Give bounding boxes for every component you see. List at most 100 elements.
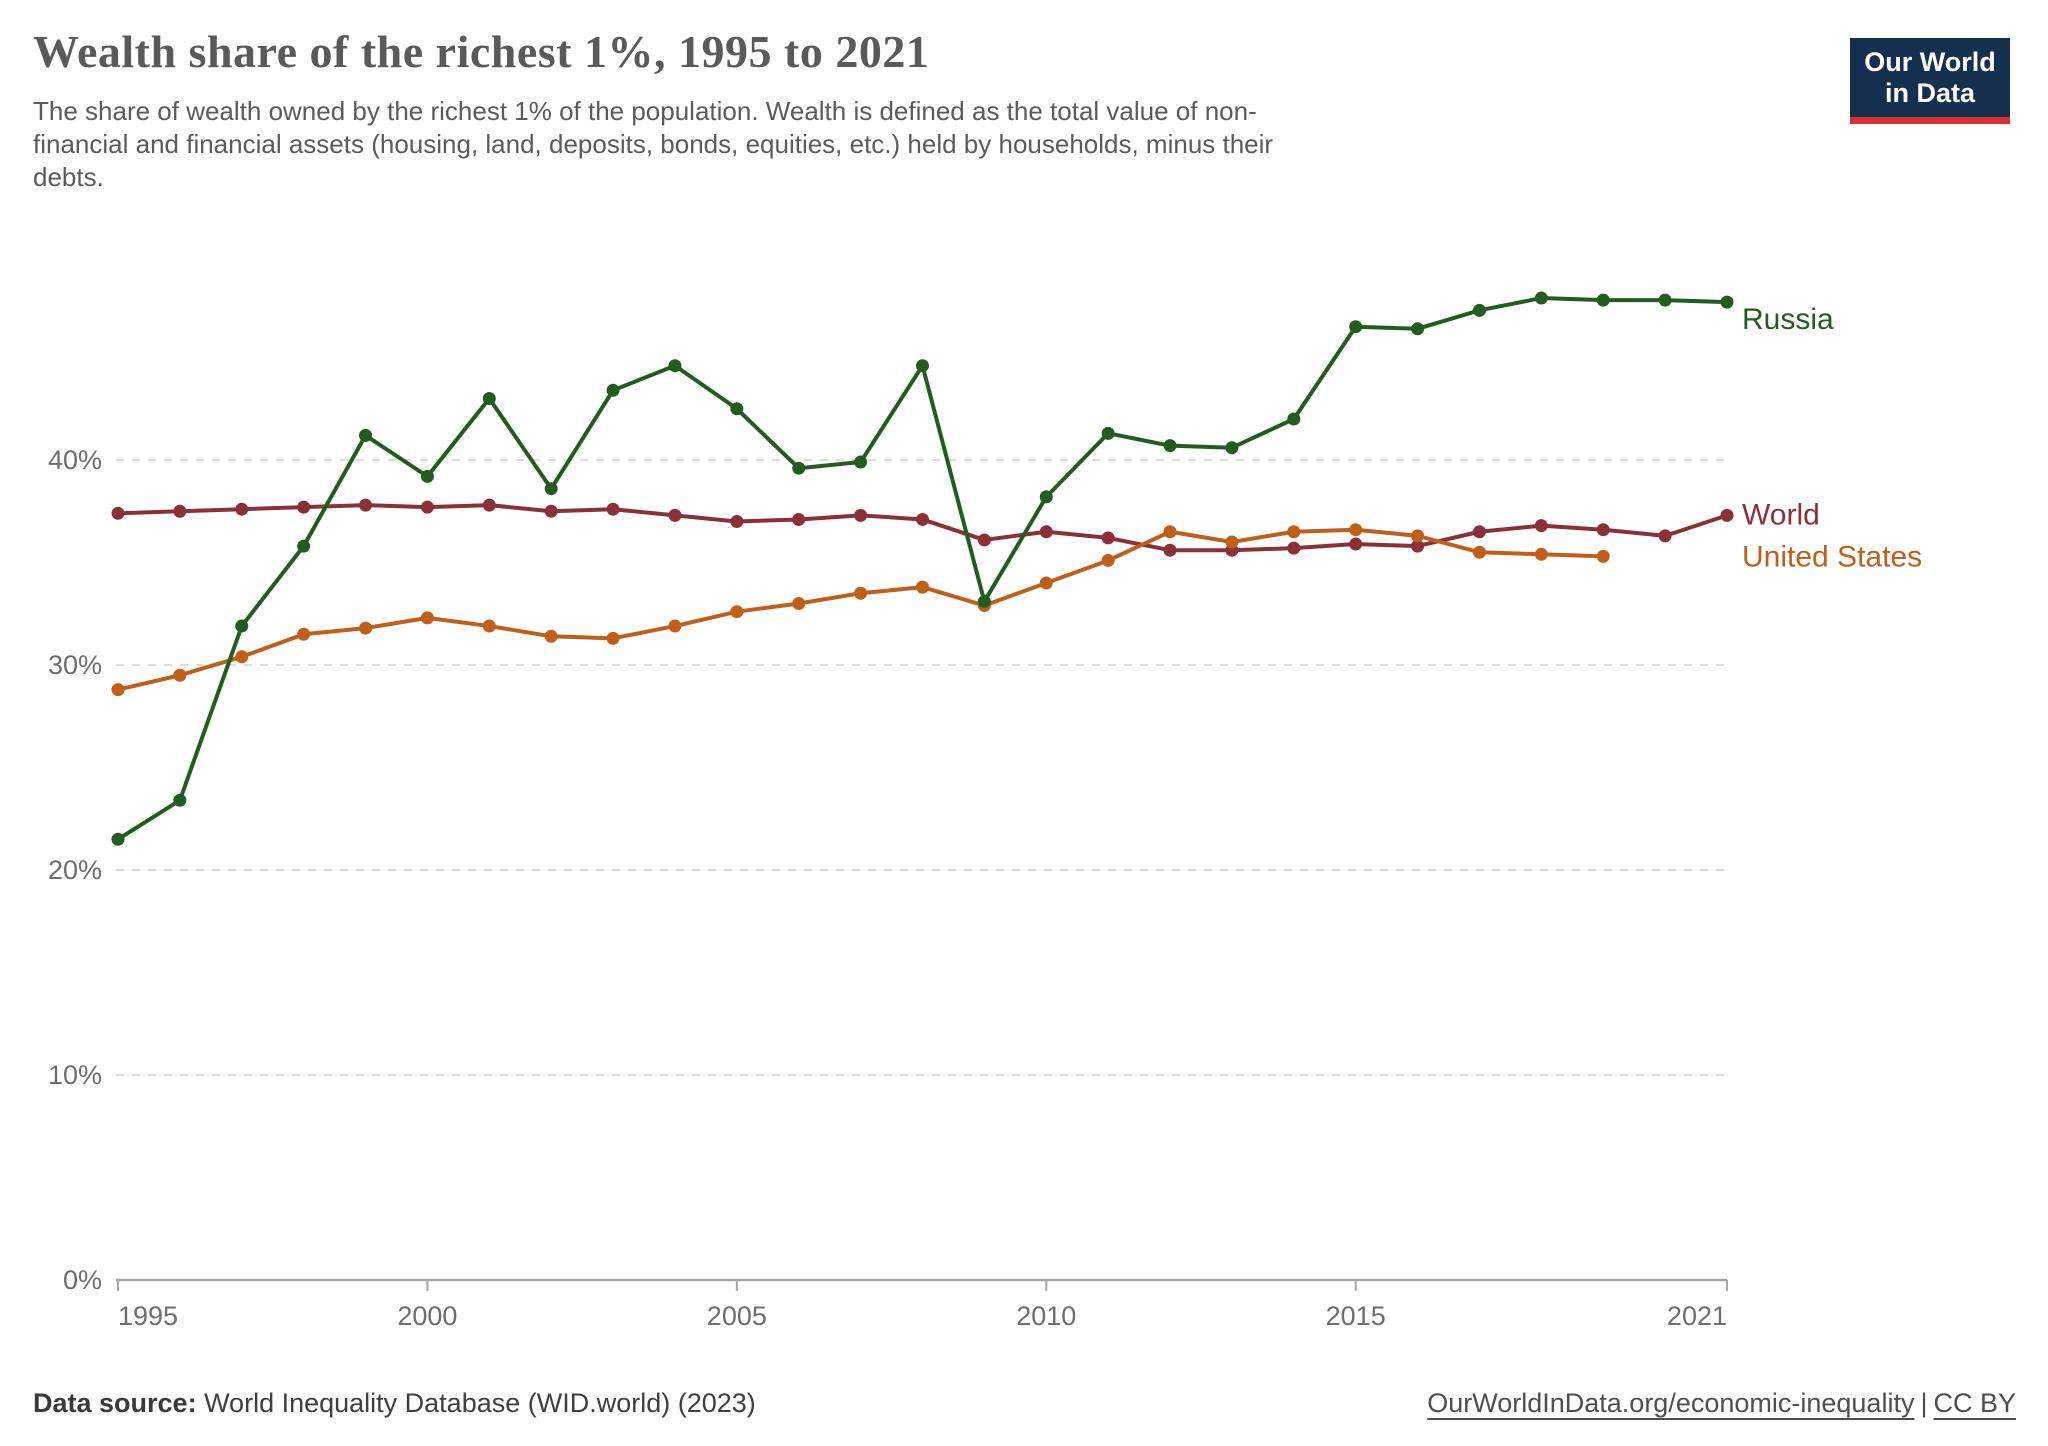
series-dot-world (544, 504, 558, 518)
x-tick-label: 2005 (707, 1301, 767, 1331)
series-dot-world (606, 502, 620, 516)
series-dot-united-states (1163, 525, 1177, 539)
series-dot-world (1163, 543, 1177, 557)
series-dot-united-states (1411, 529, 1425, 543)
series-dot-russia (1101, 426, 1115, 440)
series-dot-russia (977, 594, 991, 608)
series-dot-united-states (1225, 535, 1239, 549)
series-dot-russia (1720, 295, 1734, 309)
series-dot-russia (606, 383, 620, 397)
series-dot-world (1534, 519, 1548, 533)
series-dot-world (854, 508, 868, 522)
series-dot-united-states (297, 627, 311, 641)
series-dot-world (977, 533, 991, 547)
series-label-united-states[interactable]: United States (1742, 540, 1922, 573)
y-tick-label: 10% (48, 1060, 102, 1090)
series-label-russia[interactable]: Russia (1742, 303, 1834, 336)
series-dot-russia (730, 402, 744, 416)
series-dot-united-states (1472, 545, 1486, 559)
x-tick-label: 2021 (1667, 1301, 1727, 1331)
y-tick-label: 30% (48, 650, 102, 680)
series-dot-world (792, 512, 806, 526)
series-dot-world (482, 498, 496, 512)
series-label-world[interactable]: World (1742, 498, 1820, 531)
series-dot-world (1720, 508, 1734, 522)
series-dot-world (173, 504, 187, 518)
series-dot-world (1658, 529, 1672, 543)
x-tick-label: 1995 (118, 1301, 178, 1331)
series-dot-united-states (482, 619, 496, 633)
series-dot-world (730, 515, 744, 528)
footer-separator: | (1920, 1388, 1928, 1418)
x-tick-label: 2015 (1326, 1301, 1386, 1331)
series-dot-russia (1287, 412, 1301, 426)
series-dot-world (916, 512, 929, 526)
series-dot-russia (668, 359, 682, 373)
series-dot-russia (544, 482, 558, 496)
series-dot-united-states (359, 621, 373, 635)
y-tick-label: 20% (48, 855, 102, 885)
series-dot-united-states (1534, 547, 1548, 561)
series-dot-russia (1163, 439, 1177, 453)
series-dot-russia (916, 359, 929, 373)
cc-by-link[interactable]: CC BY (1933, 1388, 2016, 1418)
series-dot-russia (297, 539, 311, 553)
series-dot-united-states (1039, 576, 1053, 590)
series-dot-world (1101, 531, 1115, 545)
series-dot-russia (1349, 320, 1363, 334)
series-dot-world (1039, 525, 1053, 539)
series-dot-united-states (235, 650, 249, 664)
series-dot-united-states (792, 597, 806, 610)
data-source-label: Data source: (33, 1388, 197, 1418)
series-dot-united-states (1349, 523, 1363, 537)
series-dot-russia (1658, 293, 1672, 307)
series-dot-united-states (606, 631, 620, 645)
series-dot-world (297, 500, 311, 514)
series-dot-world (235, 502, 249, 516)
owid-url-link[interactable]: OurWorldInData.org/economic-inequality (1427, 1388, 1915, 1418)
series-dot-russia (235, 619, 249, 633)
series-line-russia (116, 296, 1729, 842)
series-dot-united-states (420, 611, 434, 625)
series-dot-russia (1596, 293, 1610, 307)
series-dot-russia (1534, 291, 1548, 305)
owid-logo-line2: in Data (1884, 78, 1976, 108)
series-dot-united-states (1287, 525, 1301, 539)
series-dot-united-states (854, 586, 868, 600)
series-dot-russia (1411, 322, 1425, 336)
series-line-world (116, 503, 1729, 553)
series-dot-russia (1225, 441, 1239, 455)
owid-logo-line1: Our World (1864, 47, 1996, 77)
series-dot-united-states (1101, 553, 1115, 567)
series-dot-world (1349, 537, 1363, 551)
series-dot-united-states (1596, 549, 1610, 563)
y-tick-label: 0% (63, 1265, 102, 1295)
data-source-text: World Inequality Database (WID.world) (2… (196, 1388, 756, 1418)
series-dot-russia (854, 455, 868, 469)
series-dot-world (1411, 539, 1425, 553)
chart-footer: Data source: World Inequality Database (… (33, 1388, 2016, 1419)
series-dot-united-states (668, 619, 682, 633)
series-dot-united-states (730, 605, 744, 619)
series-dot-world (1472, 525, 1486, 539)
series-dot-world (1287, 541, 1301, 555)
chart-subtitle: The share of wealth owned by the richest… (33, 96, 1274, 192)
series-dot-world (1596, 523, 1610, 537)
owid-logo: Our World in Data (1850, 38, 2010, 124)
series-dot-world (668, 508, 682, 522)
y-tick-label: 40% (48, 445, 102, 475)
x-tick-label: 2000 (397, 1301, 457, 1331)
series-dot-russia (482, 392, 496, 405)
series-dot-united-states (544, 629, 558, 643)
series-dot-russia (1472, 303, 1486, 317)
series-dot-united-states (111, 683, 125, 697)
series-dot-russia (1039, 490, 1053, 504)
series-dot-russia (111, 832, 125, 846)
series-dot-russia (359, 428, 373, 442)
series-dot-united-states (173, 668, 187, 682)
data-source: Data source: World Inequality Database (… (33, 1388, 756, 1419)
series-dot-world (359, 498, 373, 512)
page-title: Wealth share of the richest 1%, 1995 to … (33, 26, 930, 77)
